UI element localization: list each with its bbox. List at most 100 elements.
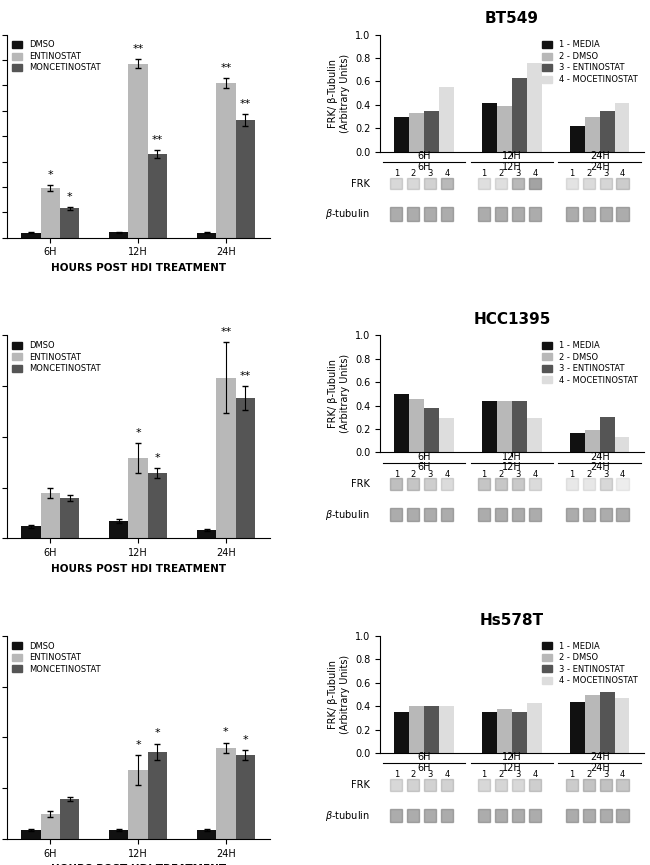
Bar — [478, 177, 490, 189]
Text: 2: 2 — [586, 169, 592, 178]
Text: **: ** — [220, 62, 231, 73]
Y-axis label: FRK/ β-Tubulin
(Arbitrary Units): FRK/ β-Tubulin (Arbitrary Units) — [328, 655, 350, 734]
Bar — [482, 103, 497, 151]
Bar — [129, 770, 148, 839]
Bar — [495, 778, 507, 791]
Text: *: * — [155, 728, 161, 739]
Text: *: * — [135, 740, 141, 750]
Text: 1: 1 — [394, 470, 399, 478]
Text: 24H: 24H — [590, 151, 610, 161]
Bar — [407, 177, 419, 189]
Bar — [424, 809, 436, 822]
Bar — [614, 103, 629, 151]
Bar — [407, 478, 419, 490]
Bar — [495, 208, 507, 221]
Bar — [439, 706, 454, 753]
Text: **: ** — [240, 99, 251, 109]
Text: 1: 1 — [569, 169, 575, 178]
Text: 2: 2 — [499, 470, 504, 478]
Text: 2: 2 — [411, 470, 416, 478]
Text: HCC1395: HCC1395 — [473, 312, 551, 327]
Text: 12H: 12H — [502, 452, 522, 462]
Bar — [395, 712, 410, 753]
Text: **: ** — [133, 44, 144, 54]
Bar — [391, 478, 402, 490]
Bar — [197, 233, 216, 238]
Text: 1: 1 — [569, 771, 575, 779]
Bar — [441, 478, 453, 490]
Bar — [528, 177, 541, 189]
Bar — [616, 508, 629, 522]
Legend: DMSO, ENTINOSTAT, MONCETINOSTAT: DMSO, ENTINOSTAT, MONCETINOSTAT — [10, 39, 102, 74]
Bar — [616, 478, 629, 490]
Text: 2: 2 — [411, 169, 416, 178]
Bar — [512, 78, 527, 151]
Bar — [497, 708, 512, 753]
Bar — [585, 117, 600, 151]
Legend: 1 - MEDIA, 2 - DMSO, 3 - ENTINOSTAT, 4 - MOCETINOSTAT: 1 - MEDIA, 2 - DMSO, 3 - ENTINOSTAT, 4 -… — [541, 339, 640, 387]
Bar — [616, 177, 629, 189]
Bar — [528, 778, 541, 791]
Bar — [495, 809, 507, 822]
Bar — [482, 400, 497, 452]
Bar — [566, 478, 578, 490]
Text: *: * — [135, 428, 141, 438]
Bar — [395, 394, 410, 452]
Text: 2: 2 — [499, 169, 504, 178]
Bar — [391, 508, 402, 522]
Text: 3: 3 — [515, 771, 521, 779]
Text: $\beta$-tubulin: $\beta$-tubulin — [325, 208, 370, 221]
Bar — [216, 378, 235, 538]
Bar — [407, 508, 419, 522]
Bar — [495, 478, 507, 490]
Bar — [585, 430, 600, 452]
Bar — [410, 399, 424, 452]
Bar — [197, 529, 216, 538]
Text: 3: 3 — [428, 169, 433, 178]
Bar — [407, 809, 419, 822]
Legend: DMSO, ENTINOSTAT, MONCETINOSTAT: DMSO, ENTINOSTAT, MONCETINOSTAT — [10, 640, 102, 676]
Bar — [21, 526, 41, 538]
Text: *: * — [223, 727, 229, 738]
Text: *: * — [47, 170, 53, 181]
Text: **: ** — [240, 371, 251, 381]
Text: 6H: 6H — [417, 753, 431, 762]
Text: *: * — [67, 192, 73, 202]
Y-axis label: FRK/ β-Tubulin
(Arbitrary Units): FRK/ β-Tubulin (Arbitrary Units) — [328, 54, 350, 132]
Bar — [391, 208, 402, 221]
Bar — [585, 695, 600, 753]
Bar — [570, 702, 585, 753]
Bar — [600, 692, 614, 753]
Bar — [410, 706, 424, 753]
Text: 2: 2 — [586, 771, 592, 779]
Text: 3: 3 — [515, 169, 521, 178]
Bar — [599, 809, 612, 822]
Text: 3: 3 — [603, 470, 608, 478]
Bar — [395, 117, 410, 151]
Bar — [528, 478, 541, 490]
Bar — [616, 778, 629, 791]
Bar — [512, 712, 527, 753]
Bar — [582, 809, 595, 822]
Text: 2: 2 — [411, 771, 416, 779]
Legend: 1 - MEDIA, 2 - DMSO, 3 - ENTINOSTAT, 4 - MOCETINOSTAT: 1 - MEDIA, 2 - DMSO, 3 - ENTINOSTAT, 4 -… — [541, 39, 640, 86]
Text: *: * — [242, 734, 248, 745]
Bar — [599, 208, 612, 221]
Bar — [599, 508, 612, 522]
Bar — [109, 232, 129, 238]
Bar — [235, 398, 255, 538]
Bar — [582, 478, 595, 490]
Y-axis label: FRK/ β-Tubulin
(Arbitrary Units): FRK/ β-Tubulin (Arbitrary Units) — [328, 355, 350, 433]
Bar — [60, 497, 79, 538]
Text: $\beta$-tubulin: $\beta$-tubulin — [325, 809, 370, 823]
Bar — [570, 126, 585, 151]
Bar — [528, 208, 541, 221]
Text: *: * — [155, 453, 161, 464]
Bar — [424, 177, 436, 189]
Bar — [528, 809, 541, 822]
Text: BT549: BT549 — [485, 11, 539, 27]
Bar — [497, 106, 512, 151]
Text: 1: 1 — [569, 470, 575, 478]
Bar — [566, 508, 578, 522]
Bar — [424, 778, 436, 791]
